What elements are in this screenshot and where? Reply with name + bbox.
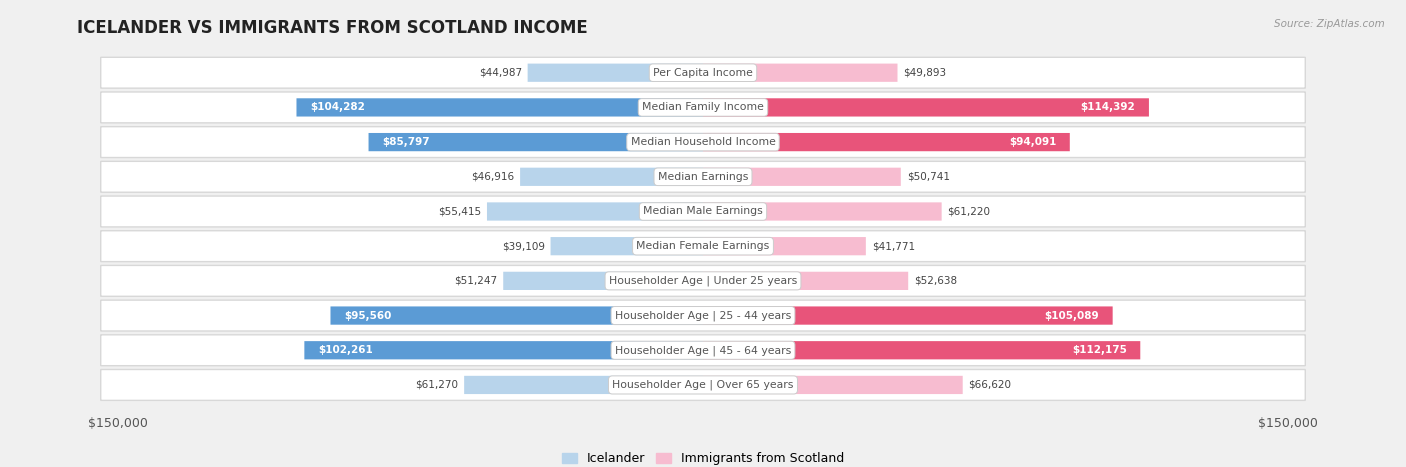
FancyBboxPatch shape (101, 127, 1305, 157)
Text: $55,415: $55,415 (439, 206, 481, 217)
Text: $61,220: $61,220 (948, 206, 990, 217)
Text: ICELANDER VS IMMIGRANTS FROM SCOTLAND INCOME: ICELANDER VS IMMIGRANTS FROM SCOTLAND IN… (77, 19, 588, 37)
FancyBboxPatch shape (703, 376, 963, 394)
FancyBboxPatch shape (703, 202, 942, 220)
Text: Source: ZipAtlas.com: Source: ZipAtlas.com (1274, 19, 1385, 28)
FancyBboxPatch shape (101, 92, 1305, 123)
Text: Median Family Income: Median Family Income (643, 102, 763, 113)
FancyBboxPatch shape (101, 369, 1305, 400)
FancyBboxPatch shape (503, 272, 703, 290)
Text: Median Earnings: Median Earnings (658, 172, 748, 182)
FancyBboxPatch shape (101, 162, 1305, 192)
FancyBboxPatch shape (551, 237, 703, 255)
FancyBboxPatch shape (703, 272, 908, 290)
Text: $61,270: $61,270 (415, 380, 458, 390)
FancyBboxPatch shape (486, 202, 703, 220)
Text: $112,175: $112,175 (1071, 345, 1126, 355)
FancyBboxPatch shape (101, 300, 1305, 331)
FancyBboxPatch shape (330, 306, 703, 325)
Text: $39,109: $39,109 (502, 241, 544, 251)
FancyBboxPatch shape (520, 168, 703, 186)
Text: Per Capita Income: Per Capita Income (652, 68, 754, 78)
Text: $102,261: $102,261 (318, 345, 373, 355)
FancyBboxPatch shape (101, 196, 1305, 227)
FancyBboxPatch shape (101, 335, 1305, 366)
FancyBboxPatch shape (368, 133, 703, 151)
Text: $49,893: $49,893 (903, 68, 946, 78)
Text: Median Household Income: Median Household Income (630, 137, 776, 147)
FancyBboxPatch shape (101, 231, 1305, 262)
Legend: Icelander, Immigrants from Scotland: Icelander, Immigrants from Scotland (557, 447, 849, 467)
FancyBboxPatch shape (703, 237, 866, 255)
Text: $44,987: $44,987 (478, 68, 522, 78)
Text: Median Male Earnings: Median Male Earnings (643, 206, 763, 217)
Text: $95,560: $95,560 (344, 311, 391, 320)
FancyBboxPatch shape (464, 376, 703, 394)
Text: $104,282: $104,282 (311, 102, 366, 113)
Text: $66,620: $66,620 (969, 380, 1011, 390)
Text: $46,916: $46,916 (471, 172, 515, 182)
Text: $94,091: $94,091 (1008, 137, 1056, 147)
Text: $51,247: $51,247 (454, 276, 498, 286)
FancyBboxPatch shape (101, 265, 1305, 296)
Text: $105,089: $105,089 (1045, 311, 1099, 320)
FancyBboxPatch shape (703, 64, 897, 82)
FancyBboxPatch shape (703, 341, 1140, 360)
Text: $50,741: $50,741 (907, 172, 949, 182)
Text: $85,797: $85,797 (382, 137, 430, 147)
Text: Median Female Earnings: Median Female Earnings (637, 241, 769, 251)
Text: Householder Age | Under 25 years: Householder Age | Under 25 years (609, 276, 797, 286)
FancyBboxPatch shape (703, 133, 1070, 151)
FancyBboxPatch shape (703, 306, 1112, 325)
FancyBboxPatch shape (703, 98, 1149, 117)
Text: $52,638: $52,638 (914, 276, 957, 286)
FancyBboxPatch shape (297, 98, 703, 117)
Text: Householder Age | 25 - 44 years: Householder Age | 25 - 44 years (614, 310, 792, 321)
Text: Householder Age | 45 - 64 years: Householder Age | 45 - 64 years (614, 345, 792, 355)
Text: Householder Age | Over 65 years: Householder Age | Over 65 years (612, 380, 794, 390)
FancyBboxPatch shape (304, 341, 703, 360)
FancyBboxPatch shape (703, 168, 901, 186)
FancyBboxPatch shape (527, 64, 703, 82)
Text: $114,392: $114,392 (1081, 102, 1135, 113)
FancyBboxPatch shape (101, 57, 1305, 88)
Text: $41,771: $41,771 (872, 241, 915, 251)
